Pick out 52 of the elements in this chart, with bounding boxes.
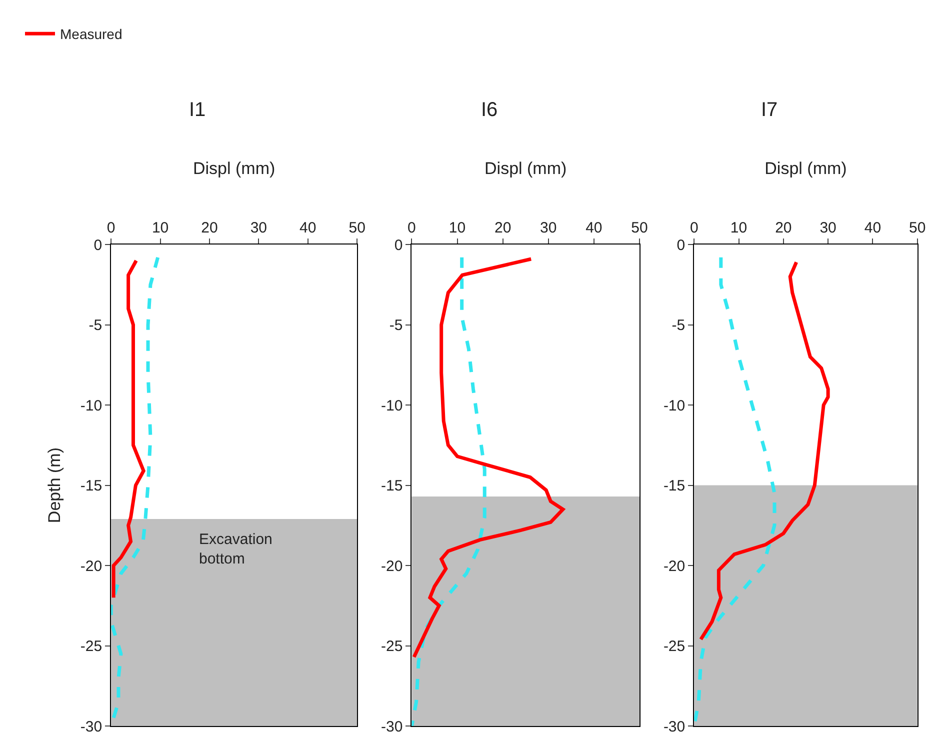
y-tick-label: -25 bbox=[80, 638, 102, 656]
x-tick-label: 10 bbox=[730, 220, 748, 237]
y-tick-label: -20 bbox=[80, 558, 102, 575]
chart-title: I7 bbox=[761, 99, 778, 121]
x-tick-label: 30 bbox=[540, 220, 557, 237]
y-tick-label: 0 bbox=[394, 236, 403, 254]
y-tick-label: -15 bbox=[381, 478, 403, 495]
y-tick-label: -15 bbox=[663, 478, 686, 495]
y-tick-label: -10 bbox=[80, 397, 102, 414]
x-axis-title: Displ (mm) bbox=[193, 159, 276, 178]
legend-label: Measured bbox=[60, 26, 122, 42]
chart-title: I1 bbox=[189, 99, 206, 121]
x-tick-label: 10 bbox=[448, 220, 466, 237]
x-tick-label: 20 bbox=[775, 220, 792, 237]
y-tick-label: -10 bbox=[663, 397, 686, 414]
y-tick-label: -5 bbox=[672, 317, 686, 334]
y-tick-label: -15 bbox=[80, 478, 102, 495]
y-tick-label: -20 bbox=[663, 558, 686, 575]
y-tick-label: -30 bbox=[381, 718, 403, 736]
chart-title: I6 bbox=[481, 99, 498, 121]
y-tick-label: -20 bbox=[381, 558, 403, 575]
x-tick-label: 50 bbox=[631, 220, 648, 237]
x-tick-label: 30 bbox=[250, 220, 268, 237]
x-tick-label: 40 bbox=[864, 220, 882, 237]
y-tick-label: -5 bbox=[88, 317, 102, 334]
line-series bbox=[699, 260, 830, 642]
x-tick-label: 20 bbox=[494, 220, 512, 237]
x-tick-label: 50 bbox=[908, 220, 926, 237]
y-tick-label: -10 bbox=[381, 397, 403, 414]
x-axis-title: Displ (mm) bbox=[764, 159, 847, 178]
y-tick-label: -25 bbox=[663, 638, 686, 656]
line-series bbox=[412, 256, 486, 726]
band-label: Excavation bottom bbox=[199, 531, 272, 568]
y-tick-label: -5 bbox=[389, 317, 403, 334]
x-tick-label: 30 bbox=[820, 220, 836, 237]
y-axis-title: Depth (m) bbox=[44, 447, 64, 524]
line-series bbox=[112, 258, 146, 600]
y-tick-label: 0 bbox=[94, 236, 102, 254]
y-tick-label: -30 bbox=[663, 718, 686, 736]
x-tick-label: 40 bbox=[300, 220, 316, 237]
x-tick-label: 50 bbox=[348, 220, 366, 237]
line-series bbox=[412, 257, 565, 659]
y-tick-label: -30 bbox=[80, 718, 102, 736]
x-tick-label: 0 bbox=[690, 220, 698, 237]
y-tick-label: -25 bbox=[381, 638, 403, 656]
x-tick-label: 40 bbox=[586, 220, 602, 237]
x-axis-title: Displ (mm) bbox=[484, 159, 567, 178]
x-tick-label: 0 bbox=[408, 220, 416, 237]
x-tick-label: 10 bbox=[152, 220, 169, 237]
x-tick-label: 0 bbox=[106, 220, 116, 237]
y-tick-label: 0 bbox=[676, 236, 686, 254]
x-tick-label: 20 bbox=[201, 220, 218, 237]
